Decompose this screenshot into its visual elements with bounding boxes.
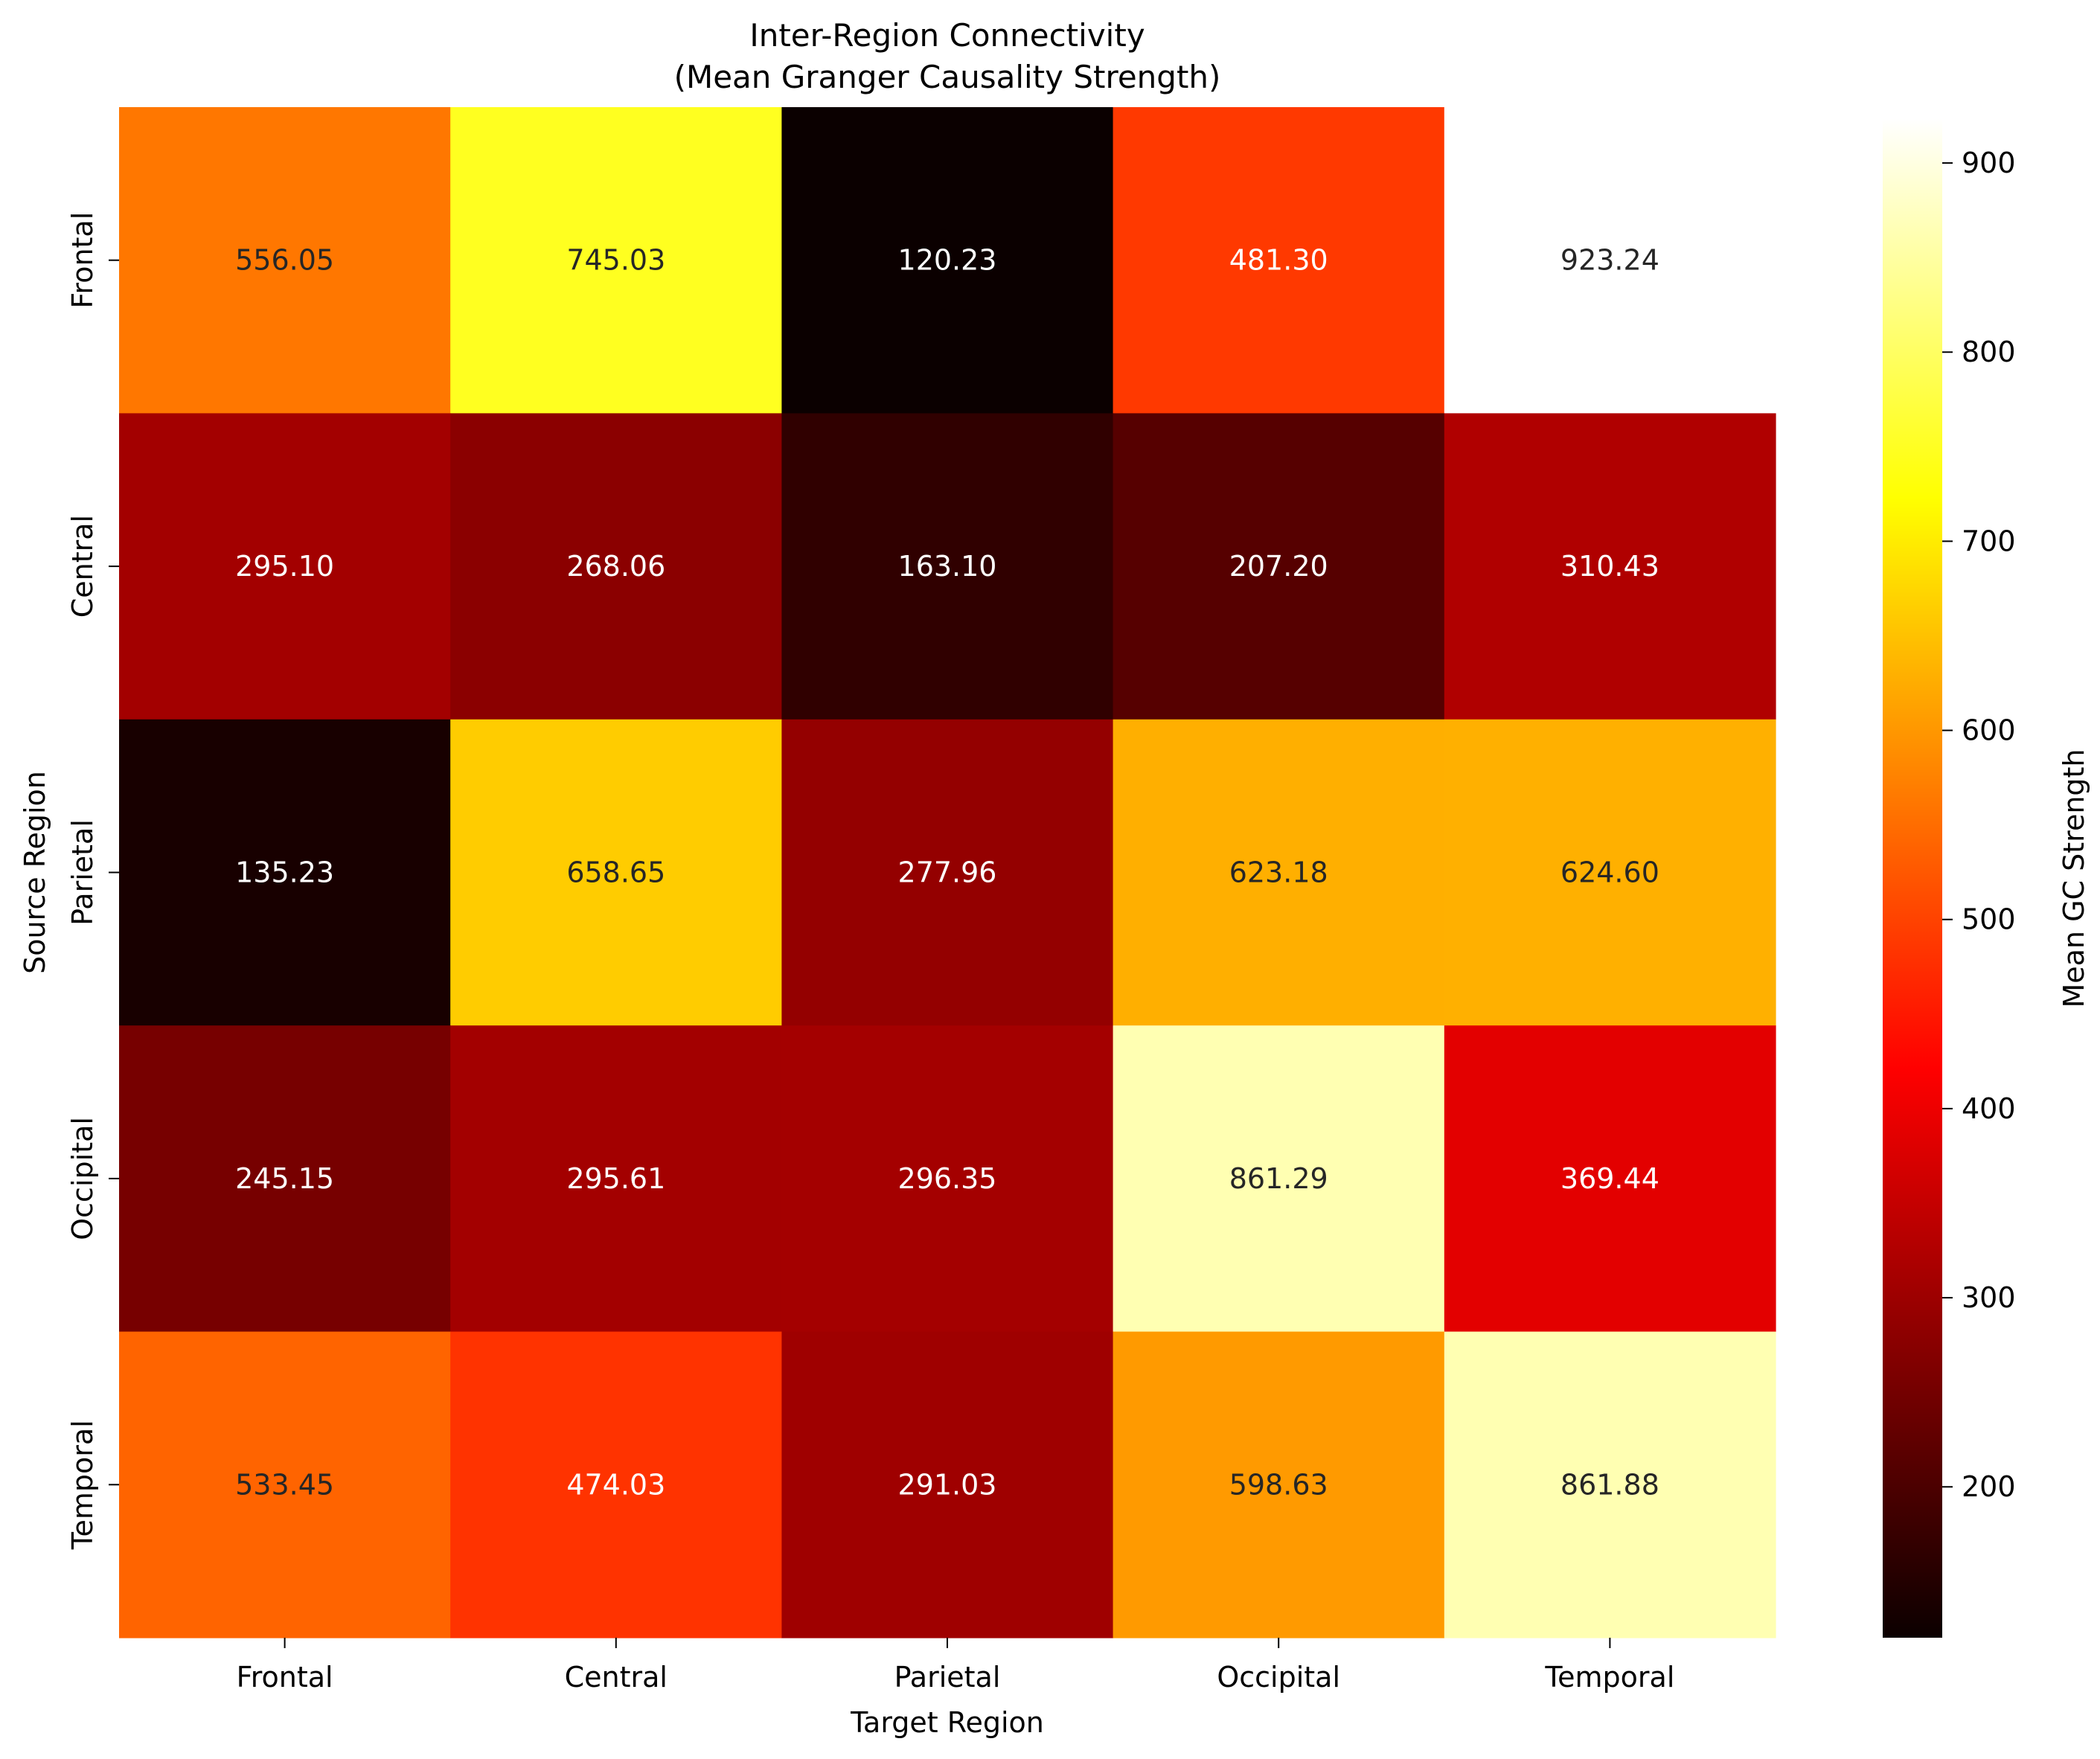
- heatmap-cell: [119, 413, 451, 720]
- colorbar-tick-label: 800: [1962, 336, 2016, 368]
- heatmap-cell: [1444, 719, 1776, 1026]
- cell-value-label: 624.60: [1560, 856, 1659, 889]
- heatmap-cell: [1444, 413, 1776, 720]
- cell-value-label: 310.43: [1560, 550, 1659, 583]
- colorbar-tick-label: 300: [1962, 1281, 2016, 1314]
- cell-value-label: 481.30: [1229, 244, 1328, 277]
- cell-value-label: 369.44: [1560, 1162, 1659, 1195]
- x-tick-label: Parietal: [894, 1661, 1001, 1694]
- cell-value-label: 658.65: [566, 856, 665, 889]
- cell-value-label: 533.45: [235, 1468, 334, 1501]
- heatmap-cell: [781, 413, 1114, 720]
- x-axis: Frontal Central Parietal Occipital Temporal T…: [237, 1638, 1674, 1739]
- cell-value-labels: 556.05 745.03 120.23 481.30 923.24 295.10 268.…: [235, 244, 1659, 1502]
- heatmap-cell: [1113, 413, 1445, 720]
- heatmap-cell: [781, 1025, 1114, 1333]
- colorbar: 200 300 400 500 600 700 800 900 Mean GC Strength: [1883, 119, 2090, 1638]
- y-tick-label: Frontal: [66, 212, 99, 309]
- heatmap-cell: [781, 107, 1114, 414]
- cell-value-label: 556.05: [235, 244, 334, 277]
- cell-value-label: 277.96: [898, 856, 997, 889]
- cell-value-label: 623.18: [1229, 856, 1328, 889]
- heatmap-cell: [119, 719, 451, 1026]
- colorbar-tick-label: 400: [1962, 1092, 2016, 1125]
- cell-value-label: 861.29: [1229, 1162, 1328, 1195]
- heatmap-cell: [1444, 107, 1776, 414]
- colorbar-label: Mean GC Strength: [2058, 749, 2090, 1007]
- cell-value-label: 745.03: [566, 244, 665, 277]
- heatmap-cell: [450, 1331, 782, 1638]
- x-tick-label: Frontal: [237, 1661, 333, 1694]
- cell-value-label: 135.23: [235, 856, 334, 889]
- heatmap-cells: [119, 107, 1776, 1638]
- cell-value-label: 295.61: [566, 1162, 665, 1195]
- cell-value-label: 268.06: [566, 550, 665, 583]
- cell-value-label: 207.20: [1229, 550, 1328, 583]
- x-tick-label: Occipital: [1217, 1661, 1340, 1694]
- chart-title-group: Inter-Region Connectivity (Mean Granger C…: [674, 17, 1221, 95]
- cell-value-label: 291.03: [898, 1468, 997, 1501]
- x-tick-label: Temporal: [1544, 1661, 1674, 1694]
- chart-title-line-2: (Mean Granger Causality Strength): [674, 59, 1221, 95]
- cell-value-label: 474.03: [566, 1468, 665, 1501]
- heatmap-cell: [450, 413, 782, 720]
- cell-value-label: 296.35: [898, 1162, 997, 1195]
- heatmap-cell: [1113, 1331, 1445, 1638]
- colorbar-gradient: [1883, 119, 1942, 1638]
- y-tick-label: Temporal: [66, 1420, 99, 1550]
- heatmap-cell: [1113, 107, 1445, 414]
- chart-title-line-1: Inter-Region Connectivity: [749, 17, 1145, 54]
- y-axis: Frontal Central Parietal Occipital Temporal S…: [19, 212, 119, 1550]
- y-tick-label: Occipital: [66, 1117, 99, 1240]
- y-tick-label: Parietal: [66, 819, 99, 926]
- cell-value-label: 598.63: [1229, 1468, 1328, 1501]
- y-axis-label: Source Region: [19, 771, 51, 974]
- cell-value-label: 163.10: [898, 550, 997, 583]
- heatmap-cell: [119, 1025, 451, 1333]
- colorbar-tick-label: 500: [1962, 903, 2016, 936]
- heatmap-cell: [119, 1331, 451, 1638]
- heatmap-cell: [1444, 1331, 1776, 1638]
- heatmap-cell: [119, 107, 451, 414]
- heatmap-cell: [450, 1025, 782, 1333]
- x-axis-label: Target Region: [850, 1706, 1044, 1739]
- heatmap-cell: [781, 1331, 1114, 1638]
- cell-value-label: 923.24: [1560, 244, 1659, 277]
- heatmap-cell: [450, 107, 782, 414]
- cell-value-label: 120.23: [898, 244, 997, 277]
- cell-value-label: 245.15: [235, 1162, 334, 1195]
- cell-value-label: 295.10: [235, 550, 334, 583]
- y-tick-label: Central: [66, 515, 99, 618]
- colorbar-tick-label: 200: [1962, 1470, 2016, 1503]
- cell-value-label: 861.88: [1560, 1468, 1659, 1501]
- colorbar-tick-label: 900: [1962, 147, 2016, 179]
- heatmap-cell: [1444, 1025, 1776, 1333]
- heatmap-cell: [450, 719, 782, 1026]
- colorbar-tick-label: 600: [1962, 714, 2016, 747]
- heatmap-cell: [1113, 1025, 1445, 1333]
- heatmap-cell: [781, 719, 1114, 1026]
- colorbar-tick-label: 700: [1962, 525, 2016, 557]
- heatmap-cell: [1113, 719, 1445, 1026]
- x-tick-label: Central: [565, 1661, 668, 1694]
